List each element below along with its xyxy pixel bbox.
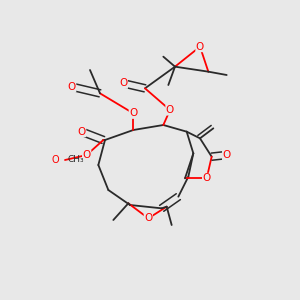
Text: O: O xyxy=(51,155,59,165)
Text: O: O xyxy=(223,150,231,160)
Text: O: O xyxy=(119,78,128,88)
Text: O: O xyxy=(77,127,86,137)
Text: O: O xyxy=(129,108,137,118)
Text: O: O xyxy=(202,173,211,183)
Text: O: O xyxy=(82,150,91,160)
Text: O: O xyxy=(68,82,76,92)
Text: O: O xyxy=(166,105,174,115)
Text: CH₃: CH₃ xyxy=(68,155,84,164)
Text: O: O xyxy=(144,213,152,223)
Text: O: O xyxy=(196,42,204,52)
